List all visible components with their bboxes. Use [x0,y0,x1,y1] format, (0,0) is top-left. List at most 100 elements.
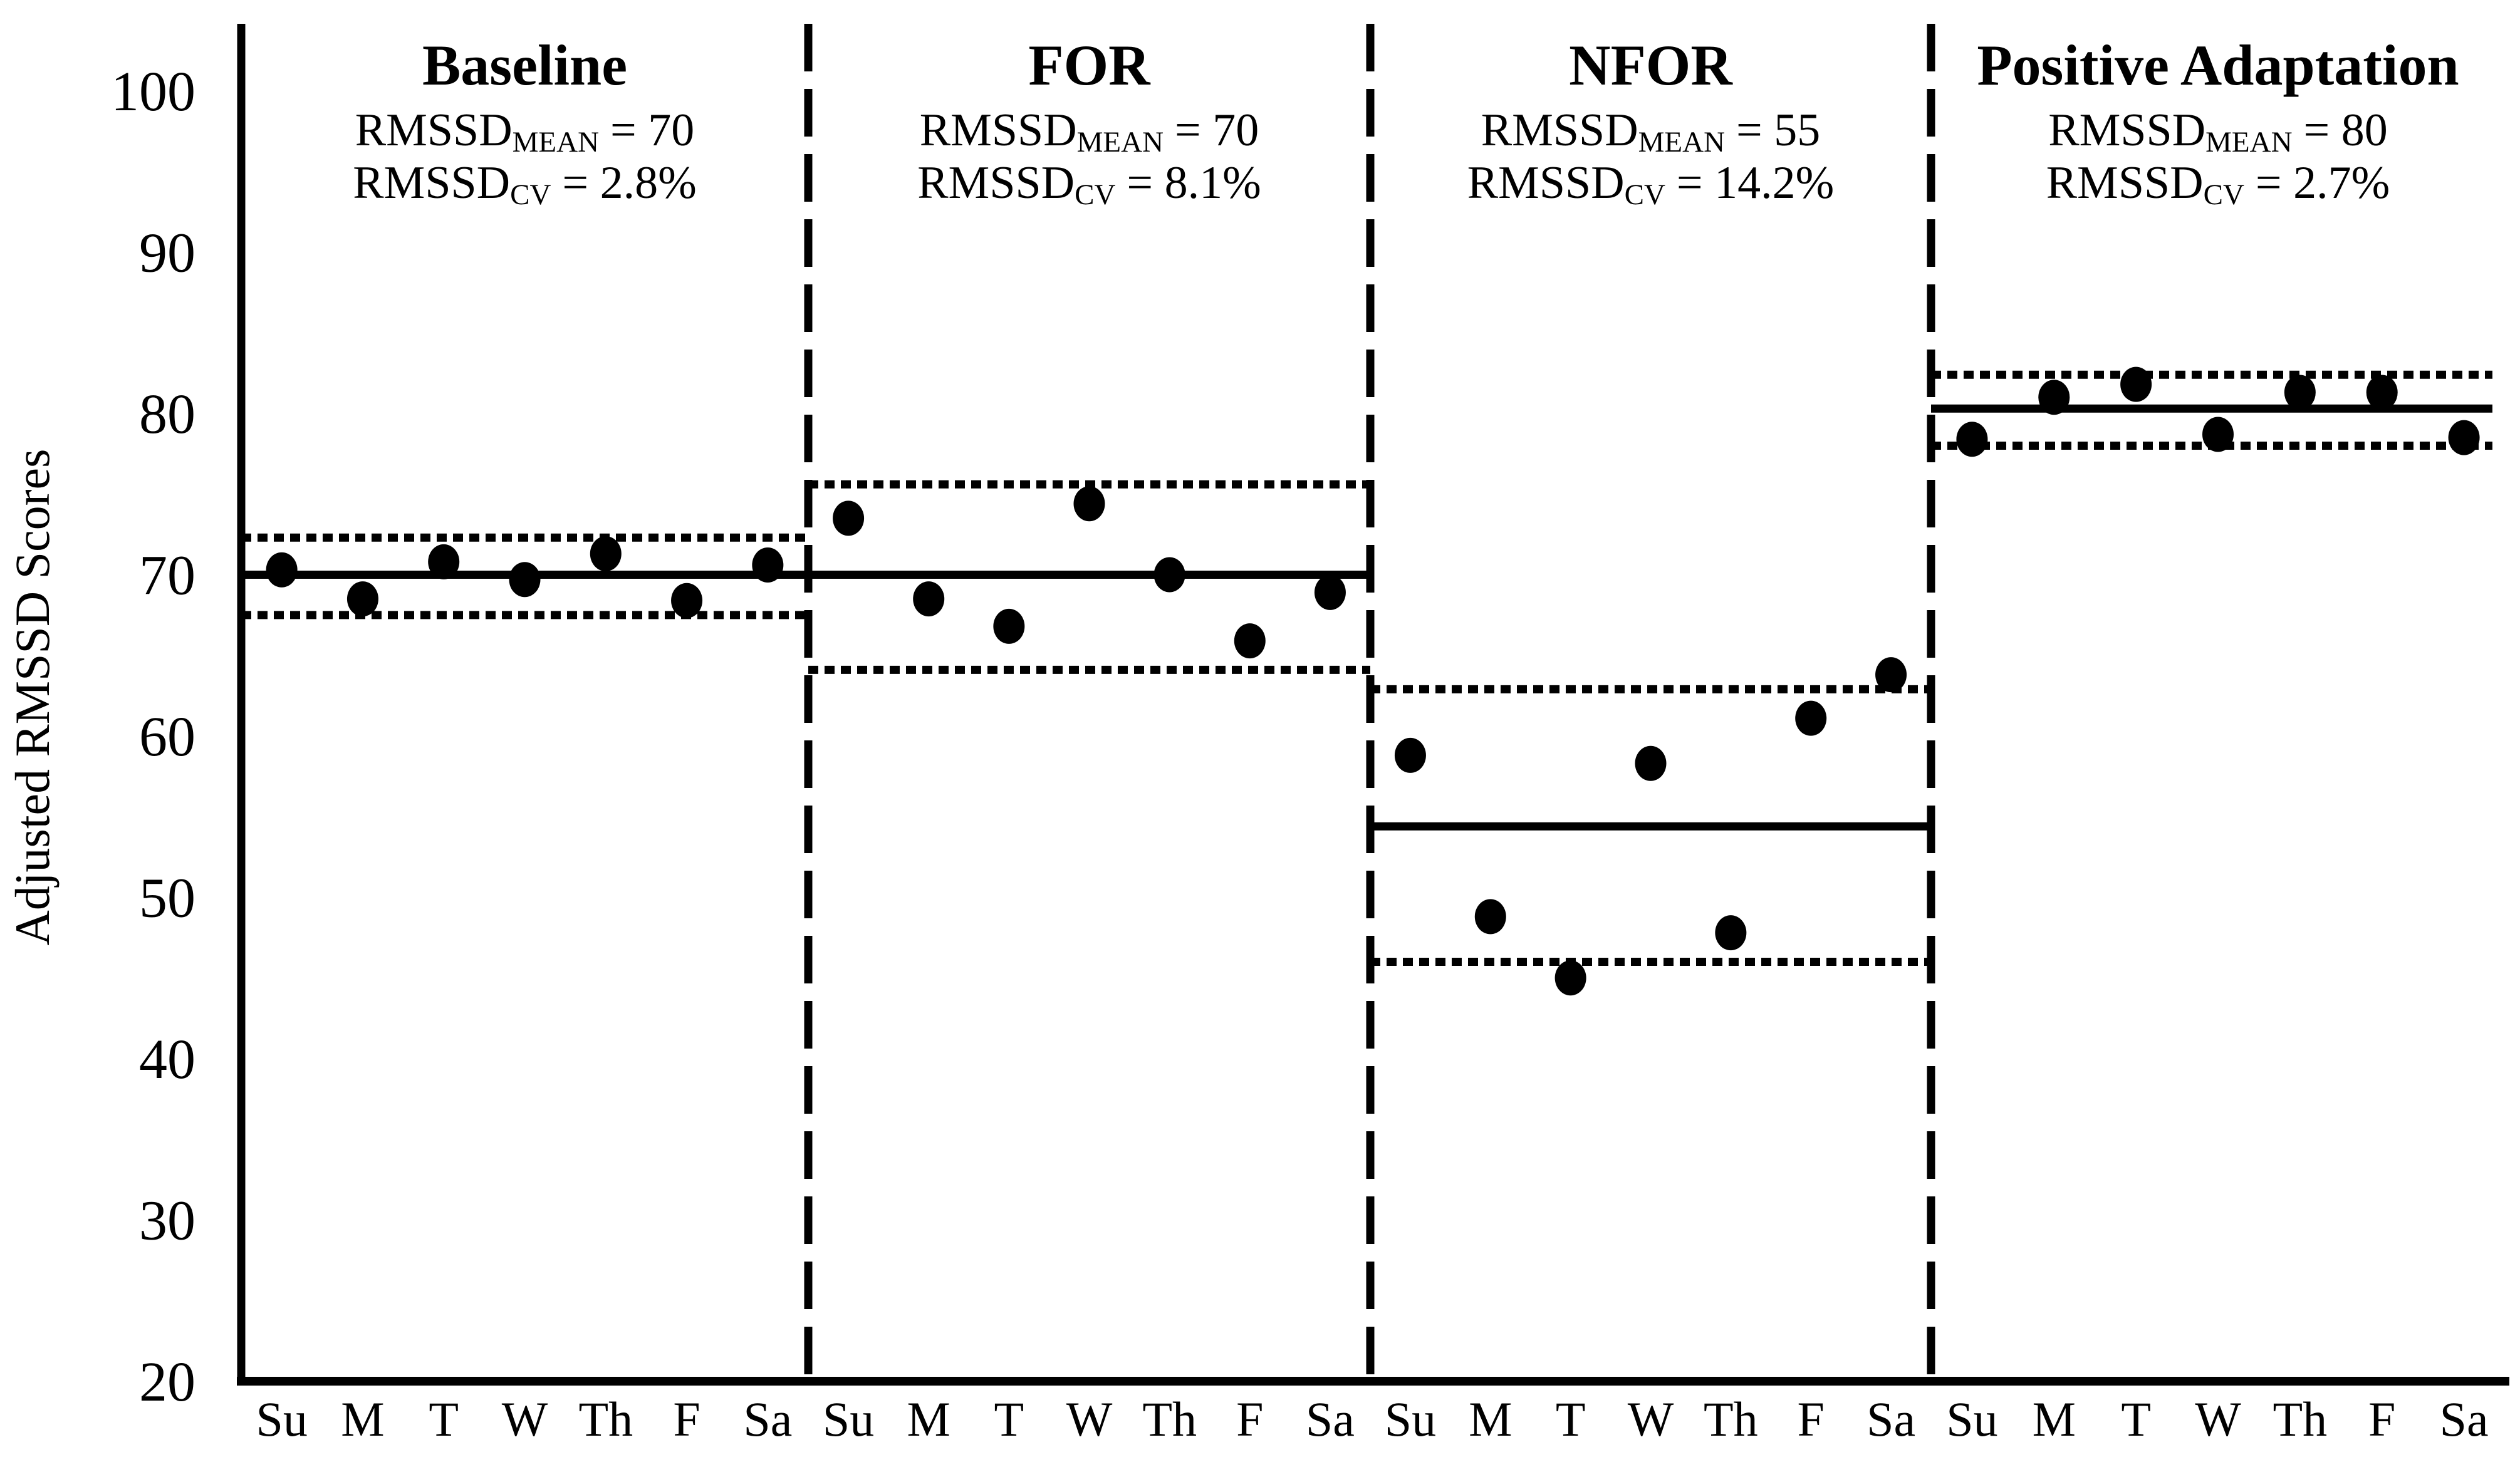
data-point [2202,417,2234,452]
stat-value: = 80 [2304,105,2388,156]
stat-value: = 55 [1736,105,1820,156]
data-point [1234,623,1266,659]
day-label: M [1469,1392,1512,1446]
stat-base: RMSSD [920,105,1077,156]
day-label: W [2195,1392,2241,1446]
stat-value: = 2.8% [562,157,696,209]
day-label: T [2121,1392,2151,1446]
day-label: Th [1142,1392,1197,1446]
stat-subscript: CV [510,179,551,211]
day-label: Th [1704,1392,1758,1446]
day-label: Sa [1306,1392,1355,1446]
day-label: W [1066,1392,1113,1446]
data-point [2284,375,2316,410]
panel-stat-line: RMSSDMEAN = 80 [2048,105,2388,158]
stat-subscript: MEAN [1638,126,1725,158]
y-tick-label: 20 [139,1351,195,1413]
data-point [671,583,703,618]
day-label: Sa [1867,1392,1915,1446]
data-point [1715,915,1747,951]
stat-subscript: MEAN [2205,126,2292,158]
stat-value: = 2.7% [2256,157,2390,209]
day-label: M [341,1392,384,1446]
day-label: W [502,1392,548,1446]
panel-stat-line: RMSSDCV = 8.1% [917,157,1261,211]
stat-base: RMSSD [353,157,510,209]
y-tick-label: 90 [139,222,195,284]
day-label: Sa [2440,1392,2489,1446]
stat-base: RMSSD [355,105,513,156]
day-label: M [2033,1392,2076,1446]
stat-subscript: CV [2204,179,2244,211]
stat-value: = 70 [1175,105,1259,156]
data-point [266,552,298,588]
day-label: T [994,1392,1024,1446]
data-point [1554,960,1586,996]
day-label: F [2368,1392,2395,1446]
stat-value: = 70 [610,105,694,156]
stat-subscript: MEAN [513,126,599,158]
day-label: T [429,1392,459,1446]
data-point [1153,557,1185,593]
stat-base: RMSSD [1481,105,1638,156]
data-point [509,562,541,598]
stat-base: RMSSD [1467,157,1625,209]
day-label: Sa [743,1392,792,1446]
stat-value: = 8.1% [1127,157,1261,209]
panel-stat-line: RMSSDMEAN = 70 [355,105,695,158]
day-label: Su [1385,1392,1436,1446]
data-point [2366,375,2398,410]
stat-subscript: CV [1075,179,1115,211]
y-tick-label: 80 [139,383,195,445]
panel-stat-line: RMSSDMEAN = 55 [1481,105,1821,158]
data-point [752,547,784,583]
data-point [1394,737,1426,773]
y-tick-label: 30 [139,1190,195,1252]
stat-subscript: CV [1625,179,1665,211]
y-tick-label: 60 [139,706,195,768]
stat-value: = 14.2% [1677,157,1834,209]
data-point [913,581,945,617]
panel-title: Baseline [422,33,627,97]
stat-subscript: MEAN [1077,126,1164,158]
panel-stat-line: RMSSDCV = 2.7% [2046,157,2390,211]
data-point [1635,745,1667,781]
data-point [2120,366,2152,402]
day-label: W [1628,1392,1674,1446]
panel-stat-line: RMSSDCV = 14.2% [1467,157,1835,211]
data-point [1474,899,1506,935]
day-label: Th [578,1392,633,1446]
panel-stat-line: RMSSDCV = 2.8% [353,157,697,211]
data-point [428,544,460,579]
stat-base: RMSSD [2048,105,2205,156]
data-point [1795,700,1827,736]
y-tick-label: 50 [139,868,195,930]
data-point [1956,422,1988,457]
day-label: M [907,1392,950,1446]
data-point [2448,420,2480,455]
day-label: Su [823,1392,874,1446]
y-tick-label: 40 [139,1029,195,1091]
y-tick-label: 70 [139,545,195,607]
day-label: Su [1946,1392,1997,1446]
day-label: T [1556,1392,1586,1446]
data-point [1875,657,1907,693]
panel-title: Positive Adaptation [1977,33,2459,97]
day-label: Th [2273,1392,2328,1446]
data-point [346,581,378,617]
day-label: F [1798,1392,1825,1446]
data-point [993,608,1025,644]
day-label: Su [256,1392,307,1446]
panel-stat-line: RMSSDMEAN = 70 [920,105,1259,158]
data-point [1314,574,1346,610]
y-axis-title: Adjusted RMSSD Scores [5,448,60,945]
day-label: F [1236,1392,1263,1446]
panel-title: FOR [1028,33,1151,97]
panel-title: NFOR [1569,33,1733,97]
